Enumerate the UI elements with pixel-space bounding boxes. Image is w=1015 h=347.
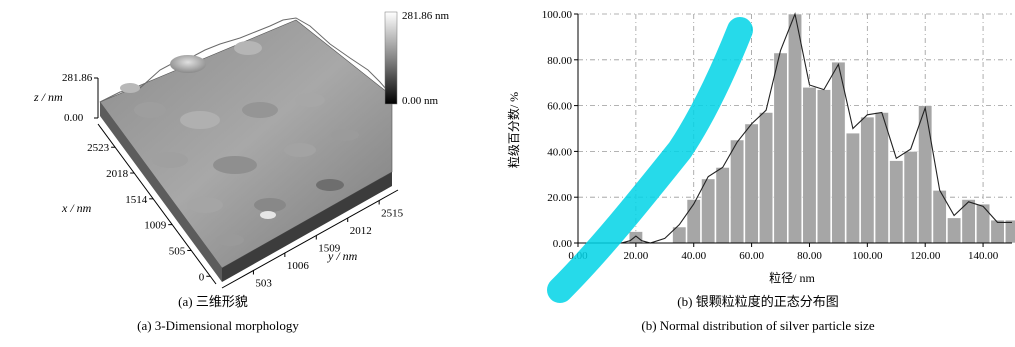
y-tick-label: 1509 [318,243,341,255]
surface-back-edge [99,17,393,103]
x-tick-label: 0 [199,271,205,283]
histogram-bar [976,203,991,244]
caption-a-en: (a) 3-Dimensional morphology [137,318,299,333]
chart-y-tick-label: 80.00 [547,55,572,67]
histogram-bar [831,61,846,244]
chart-y-tick-label: 100.00 [542,9,573,21]
chart-x-tick-label: 80.00 [797,250,822,262]
histogram-bar [903,151,918,244]
chart-x-tick-label: 40.00 [681,250,706,262]
histogram-bar [701,178,716,244]
x-tick-label: 505 [169,245,186,257]
x-axis-label: x / nm [61,201,92,215]
caption-b-cn: (b) 银颗粒粒度的正态分布图 [677,294,838,309]
histogram-bar [744,123,759,244]
x-tick-label: 2523 [87,142,110,154]
histogram-bar [730,139,745,244]
histogram-bar [874,112,889,244]
chart-x-tick-label: 20.00 [623,250,648,262]
chart-axes [577,14,1012,244]
histogram-bar [990,219,1005,244]
y-ticks: 503 1006 1509 2012 2515 [252,200,404,290]
chart-y-tick-label: 60.00 [547,101,572,113]
y-axis-label: y / nm [327,249,358,263]
surface-right-face [222,172,392,282]
chart-y-tick-label: 0.00 [553,238,573,250]
histogram-bar [816,89,831,244]
colorbar-max-label: 281.86 nm [402,10,450,22]
caption-a-cn: (a) 三维形貌 [178,294,248,309]
x-tick-label: 1514 [125,194,148,206]
chart-x-tick-label: 60.00 [739,250,764,262]
x-tick-label: 2018 [106,168,129,180]
histogram-bar [845,132,860,244]
watermark-logo [547,17,753,303]
histogram-bar [802,86,817,244]
x-tick-label: 1009 [144,220,167,232]
chart-x-tick-labels: 0.00 20.00 40.00 60.00 80.00 100.00 120.00 140.… [568,243,999,262]
y-tick-label: 2515 [381,208,404,220]
histogram-bar [715,167,730,244]
caption-b-en: (b) Normal distribution of silver partic… [641,318,874,333]
y-tick-label: 503 [255,278,272,290]
z-max-tick: 281.86 [62,72,93,84]
z-axis-label: z / nm [33,90,63,104]
histogram-bar [889,160,904,244]
chart-x-tick-label: 140.00 [968,250,999,262]
histogram-bar [759,112,774,244]
chart-y-tick-label: 20.00 [547,192,572,204]
histogram-bar [947,217,962,244]
chart-bars [628,13,1015,244]
histogram-bar [860,116,875,244]
chart-x-tick-label: 120.00 [910,250,941,262]
y-tick-label: 1006 [287,260,310,272]
surface-left-face [100,102,222,282]
histogram-bar [1004,219,1015,244]
histogram-bar [686,199,701,244]
histogram-bar [918,105,933,244]
surface-top [99,19,393,269]
z-min-tick: 0.00 [64,112,84,124]
chart-x-tick-label: 100.00 [852,250,883,262]
histogram-bar [773,52,788,244]
panel-a-3d-morphology: 281.86 z / nm 0.00 25232018151410095050 … [33,10,450,333]
colorbar [384,11,398,105]
chart-y-axis-label: 粒级百分数/ % [506,92,521,168]
histogram-bar [628,231,643,244]
chart-x-axis-label: 粒径/ nm [769,270,815,285]
chart-y-tick-labels: 0.00 20.00 40.00 60.00 80.00 100.00 [542,9,578,250]
chart-y-tick-label: 40.00 [547,146,572,158]
surface-texture [120,41,359,246]
y-axis-line [221,189,399,289]
histogram-bar [787,13,803,244]
x-axis-line [97,123,217,285]
x-ticks: 2523 2018 1514 1009 505 0 [87,142,211,283]
colorbar-min-label: 0.00 nm [402,95,439,107]
y-tick-label: 2012 [350,225,372,237]
